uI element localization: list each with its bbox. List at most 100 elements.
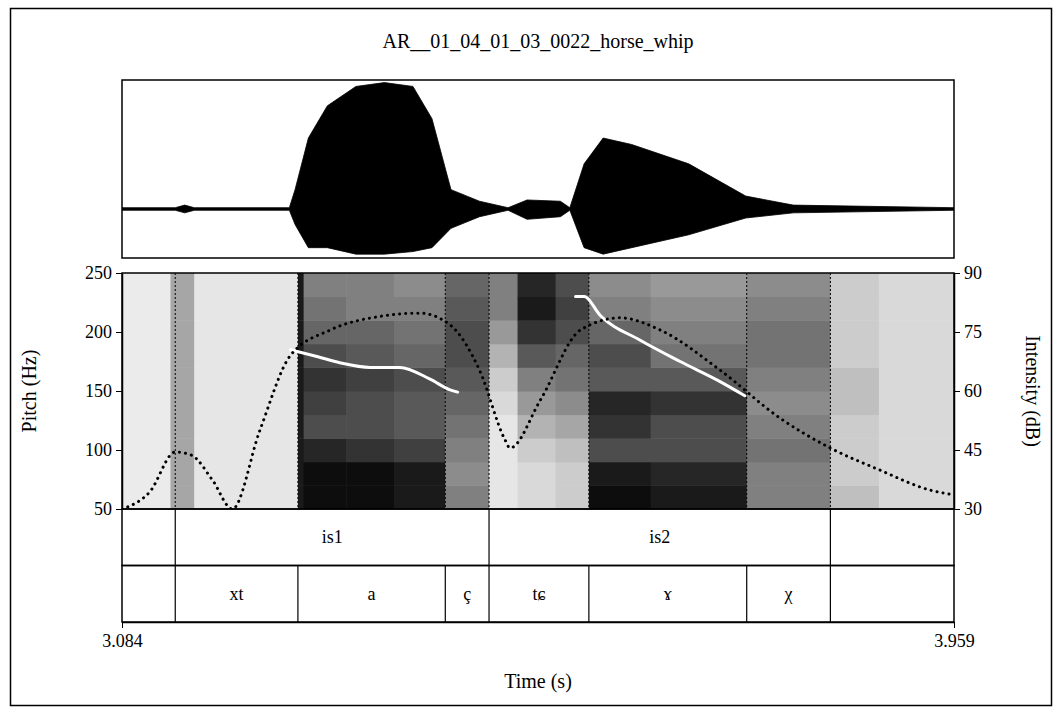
y2-axis-title: Intensity (dB): [1021, 335, 1044, 447]
spectrogram-cell: [830, 415, 879, 439]
spectrogram-cell: [651, 344, 748, 368]
waveform-frame: [122, 80, 954, 258]
spectrogram-cell: [122, 297, 171, 321]
spectrogram-cell: [556, 344, 590, 368]
spectrogram-cell: [556, 438, 590, 462]
boundary-dotted: [746, 273, 747, 509]
spectrogram-cell: [122, 344, 171, 368]
spectrogram-cell: [445, 462, 489, 486]
spectrogram-cell: [518, 273, 557, 297]
spectrogram-cell: [170, 415, 194, 439]
spectrogram-cell: [518, 438, 557, 462]
spectrogram-cell: [556, 367, 590, 391]
spectrogram-cell: [394, 415, 446, 439]
spectrogram-cell: [394, 344, 446, 368]
spectrogram-cell: [556, 297, 590, 321]
tick: 45: [954, 440, 982, 460]
x-axis: 3.0843.959: [102, 622, 975, 651]
spectrogram-cell: [830, 273, 879, 297]
spectrogram-cell: [346, 485, 394, 509]
tick: 250: [85, 263, 122, 283]
spectrogram-cell: [651, 438, 748, 462]
tier-boundary: [588, 566, 589, 623]
spectrogram-cell: [194, 367, 298, 391]
spectrogram-cell: [879, 367, 954, 391]
spectrogram-cell: [830, 485, 879, 509]
spectrogram-cell: [489, 391, 518, 415]
tier-frame: [122, 509, 954, 566]
spectrogram-cell: [830, 320, 879, 344]
spectrogram-cell: [304, 462, 347, 486]
spectrogram-cell: [122, 367, 171, 391]
boundary-dotted: [297, 273, 298, 509]
spectrogram-cell: [170, 367, 194, 391]
tier-frame: [122, 566, 954, 623]
spectrogram-cell: [879, 320, 954, 344]
tick: 100: [85, 440, 122, 460]
spectrogram-cell: [346, 320, 394, 344]
spectrogram-cell: [830, 462, 879, 486]
spectrogram-cell: [556, 273, 590, 297]
boundary-dotted: [830, 273, 831, 509]
spectrogram-cell: [445, 391, 489, 415]
spectrogram-cell: [589, 367, 651, 391]
waveform: [122, 83, 954, 255]
spectrogram-cell: [747, 320, 831, 344]
tier-boundary: [297, 566, 298, 623]
tier-label: is2: [649, 527, 670, 547]
tick-label: 30: [964, 499, 982, 519]
spectrogram-cell: [304, 485, 347, 509]
spectrogram-cell: [830, 367, 879, 391]
tier-boundary: [830, 566, 831, 623]
tick: 200: [85, 322, 122, 342]
spectrogram-cell: [556, 485, 590, 509]
tick-label: 90: [964, 263, 982, 283]
tick-mark: [116, 450, 122, 451]
spectrogram-cell: [122, 320, 171, 344]
spectrogram-cell: [346, 391, 394, 415]
tick: 60: [954, 381, 982, 401]
spectrogram-cell: [489, 485, 518, 509]
tick-mark: [116, 509, 122, 510]
tick: 90: [954, 263, 982, 283]
spectrogram-cell: [394, 462, 446, 486]
spectrogram-cell: [445, 438, 489, 462]
spectrogram-cell: [879, 344, 954, 368]
spectrogram-cell: [194, 273, 298, 297]
spectrogram-cell: [589, 462, 651, 486]
tick: 3.084: [102, 622, 143, 651]
spectrogram-cell: [170, 273, 194, 297]
spectrogram-cell: [747, 297, 831, 321]
spectrogram-cell: [747, 344, 831, 368]
spectrogram-cell: [879, 438, 954, 462]
spectrogram-cell: [346, 367, 394, 391]
spectrogram-cell: [651, 391, 748, 415]
tier-boundary: [488, 566, 489, 623]
intensity-line: [122, 313, 954, 509]
spectrogram-cell: [747, 367, 831, 391]
tier-label: χ: [784, 584, 793, 604]
axis-line: [123, 622, 955, 624]
tick: 30: [954, 499, 982, 519]
tick-mark: [122, 622, 123, 628]
tier-boundary: [746, 566, 747, 623]
tick-label: 60: [964, 381, 982, 401]
spectrogram-cell: [651, 462, 748, 486]
spectrogram-cell: [298, 415, 304, 439]
boundary-dotted: [175, 273, 176, 509]
spectrogram-cell: [194, 391, 298, 415]
spectrogram-cell: [122, 391, 171, 415]
spectrogram-cell: [879, 391, 954, 415]
spectrogram-cell: [518, 297, 557, 321]
tier-label: ɤ: [664, 584, 672, 604]
tick-mark: [954, 332, 960, 333]
spectrogram-cell: [170, 391, 194, 415]
spectrogram-cell: [394, 391, 446, 415]
spectrogram-cell: [489, 438, 518, 462]
spectrogram-cell: [394, 273, 446, 297]
y-axis-title: Pitch (Hz): [18, 350, 41, 433]
spectrogram-cell: [170, 485, 194, 509]
spectrogram-cell: [879, 273, 954, 297]
spectrogram-cell: [651, 273, 748, 297]
spectrogram-cell: [346, 438, 394, 462]
